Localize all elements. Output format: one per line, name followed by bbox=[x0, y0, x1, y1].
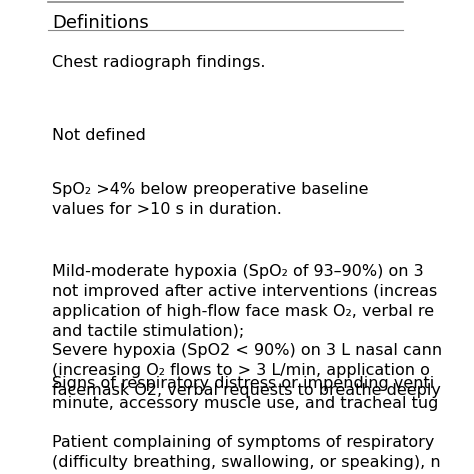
Text: Not defined: Not defined bbox=[53, 128, 146, 143]
Text: Patient complaining of symptoms of respiratory
(difficulty breathing, swallowing: Patient complaining of symptoms of respi… bbox=[53, 435, 441, 470]
Text: SpO₂ >4% below preoperative baseline
values for >10 s in duration.: SpO₂ >4% below preoperative baseline val… bbox=[53, 182, 369, 217]
Text: Definitions: Definitions bbox=[53, 14, 149, 32]
Text: Mild-moderate hypoxia (SpO₂ of 93–90%) on 3
not improved after active interventi: Mild-moderate hypoxia (SpO₂ of 93–90%) o… bbox=[53, 264, 443, 398]
Text: Chest radiograph findings.: Chest radiograph findings. bbox=[53, 55, 266, 70]
Text: Signs of respiratory distress or impending venti
minute, accessory muscle use, a: Signs of respiratory distress or impendi… bbox=[53, 376, 439, 410]
